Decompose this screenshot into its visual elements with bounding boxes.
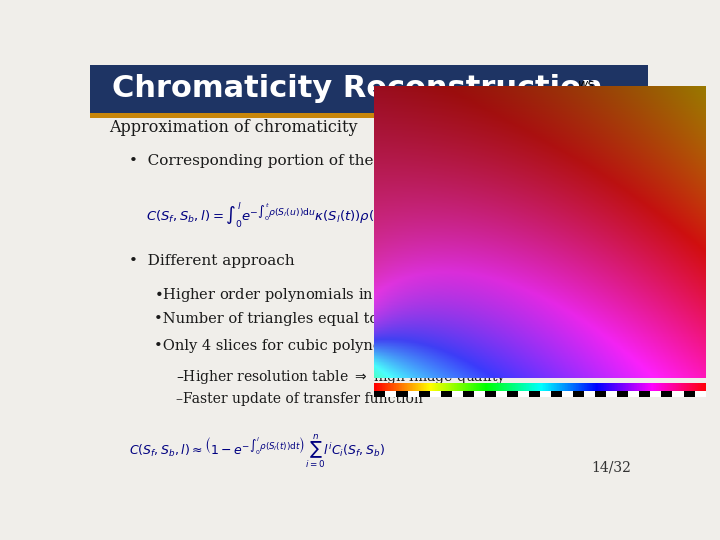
- Bar: [617, 391, 629, 397]
- FancyBboxPatch shape: [90, 65, 648, 113]
- Text: •Higher order polynomials in $l$: •Higher order polynomials in $l$: [154, 285, 383, 304]
- Bar: [485, 391, 496, 397]
- Bar: [441, 391, 451, 397]
- Bar: [496, 391, 507, 397]
- Text: GR: GR: [578, 92, 603, 106]
- Bar: [595, 391, 606, 397]
- Bar: [529, 391, 540, 397]
- Bar: [551, 391, 562, 397]
- Text: –Faster update of transfer function: –Faster update of transfer function: [176, 393, 423, 407]
- Bar: [507, 391, 518, 397]
- Bar: [374, 391, 385, 397]
- Bar: [451, 391, 463, 397]
- Text: •  Corresponding portion of the ray integral: • Corresponding portion of the ray integ…: [129, 154, 469, 168]
- Bar: [385, 391, 397, 397]
- Bar: [695, 391, 706, 397]
- Bar: [573, 391, 584, 397]
- Bar: [474, 391, 485, 397]
- Bar: [463, 391, 474, 397]
- Text: |s: |s: [600, 86, 616, 102]
- Text: •Only 4 slices for cubic polynomials: •Only 4 slices for cubic polynomials: [154, 339, 421, 353]
- Text: –Higher resolution table $\Rightarrow$ high image quality: –Higher resolution table $\Rightarrow$ h…: [176, 368, 507, 386]
- Text: •Number of triangles equal to PT: •Number of triangles equal to PT: [154, 312, 402, 326]
- Bar: [606, 391, 617, 397]
- Text: ws: ws: [578, 78, 595, 91]
- Bar: [639, 391, 650, 397]
- Bar: [650, 391, 662, 397]
- Text: $C(S_f, S_b, l) \approx \left(1 - e^{-\int_0^l \rho(S_l(t))\mathrm{d}t}\right) \: $C(S_f, S_b, l) \approx \left(1 - e^{-\i…: [129, 432, 385, 470]
- Text: $C(S_f, S_b, l) = \int_0^l e^{-\int_0^t \rho(S_l(u))\mathrm{d}u} \kappa(S_l(t))\: $C(S_f, S_b, l) = \int_0^l e^{-\int_0^t …: [145, 200, 421, 229]
- Bar: [518, 391, 529, 397]
- Text: Approximation of chromaticity: Approximation of chromaticity: [109, 119, 358, 136]
- Text: 14/32: 14/32: [591, 461, 631, 474]
- Bar: [662, 391, 672, 397]
- Bar: [672, 391, 683, 397]
- FancyBboxPatch shape: [90, 113, 648, 118]
- Bar: [418, 391, 430, 397]
- Bar: [430, 391, 441, 397]
- Bar: [562, 391, 573, 397]
- Bar: [408, 391, 418, 397]
- Text: Chromaticity Reconstruction: Chromaticity Reconstruction: [112, 74, 603, 103]
- Bar: [540, 391, 551, 397]
- Bar: [584, 391, 595, 397]
- Bar: [629, 391, 639, 397]
- Bar: [683, 391, 695, 397]
- Bar: [397, 391, 408, 397]
- Text: •  Different approach: • Different approach: [129, 254, 294, 268]
